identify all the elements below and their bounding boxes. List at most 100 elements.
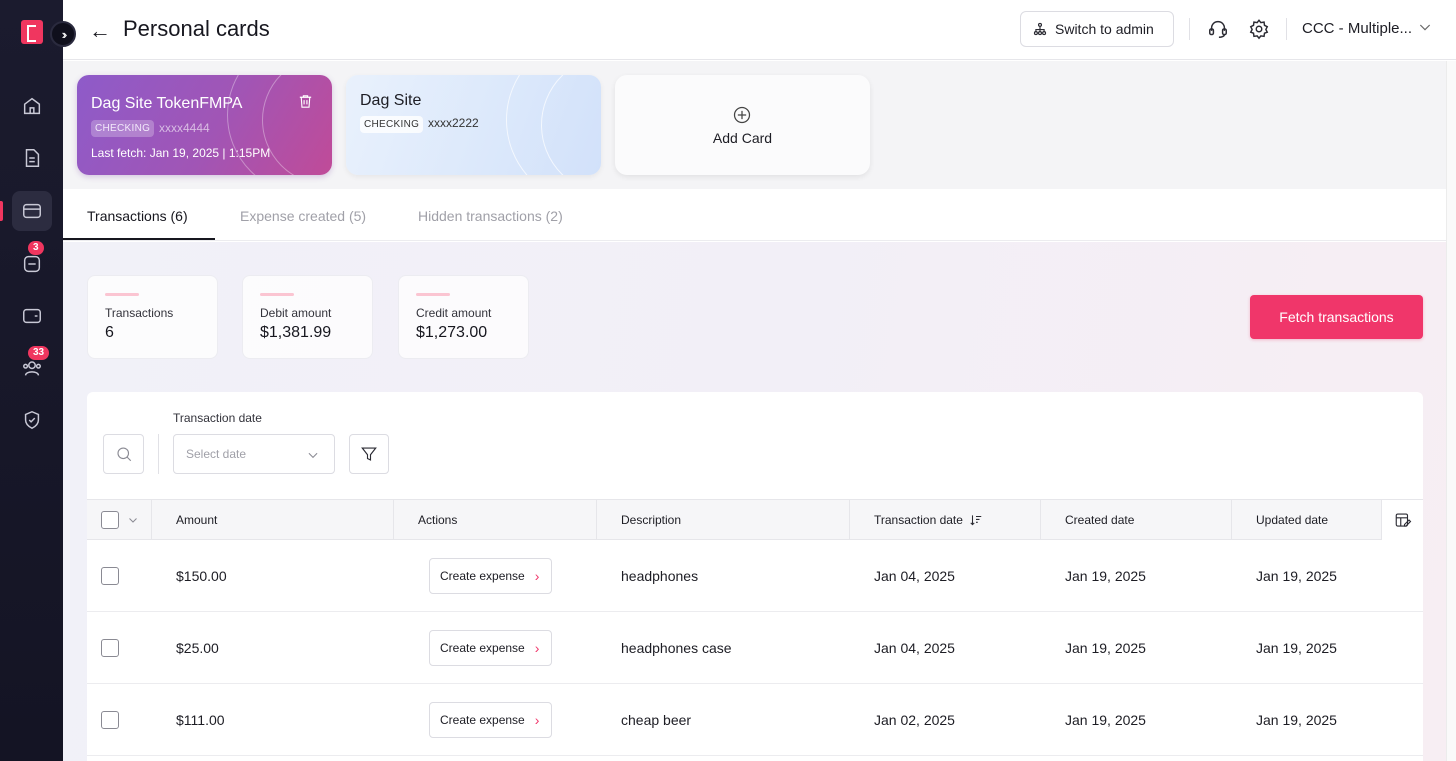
delete-card-button[interactable] (297, 93, 314, 115)
card-decoration (506, 75, 601, 175)
switch-to-admin-button[interactable]: Switch to admin (1020, 11, 1174, 47)
trash-icon (299, 95, 312, 108)
sidebar-item-cards[interactable] (12, 191, 52, 231)
chevron-down-icon (308, 452, 318, 459)
search-icon (116, 447, 131, 462)
sidebar-item-documents[interactable] (12, 244, 52, 284)
created-date-cell: Jan 19, 2025 (1065, 711, 1146, 728)
select-all-checkbox[interactable] (101, 511, 119, 529)
funnel-icon (361, 447, 377, 461)
actions-cell: Create expense › (429, 612, 553, 683)
column-label: Transaction date (874, 513, 963, 527)
app-logo[interactable] (21, 20, 43, 44)
chevron-down-icon[interactable] (1417, 19, 1433, 35)
stat-accent-bar (105, 293, 139, 296)
stat-debit-amount: Debit amount $1,381.99 (242, 275, 373, 359)
sidebar: 3 33 (0, 0, 63, 761)
row-checkbox[interactable] (101, 566, 119, 585)
card-name: Dag Site (360, 92, 422, 109)
updated-date-cell: Jan 19, 2025 (1256, 711, 1337, 728)
wallet-icon (23, 308, 41, 324)
sidebar-item-home[interactable] (12, 86, 52, 126)
create-expense-button[interactable]: Create expense › (429, 557, 553, 594)
sidebar-expand-button[interactable]: ›› (50, 21, 76, 47)
scrollbar-thumb[interactable] (1448, 63, 1455, 363)
stat-label: Transactions (105, 306, 174, 320)
stat-credit-amount: Credit amount $1,273.00 (398, 275, 529, 359)
create-expense-button[interactable]: Create expense › (429, 629, 553, 666)
fetch-transactions-button[interactable]: Fetch transactions (1250, 295, 1423, 339)
transaction-tabs: Transactions (6) Expense created (5) Hid… (63, 189, 1456, 241)
page-scrollbar[interactable] (1446, 61, 1456, 761)
cards-carousel: Dag Site TokenFMPA CHECKING xxxx4444 Las… (63, 61, 1456, 189)
transaction-date-cell: Jan 02, 2025 (874, 711, 955, 728)
add-card-button[interactable]: Add Card (615, 75, 870, 175)
table-header: Amount Actions Description Transaction d… (87, 499, 1423, 540)
page-title: Personal cards (123, 16, 270, 41)
sort-descending-icon[interactable] (969, 513, 983, 527)
card-decoration (227, 75, 332, 175)
stat-accent-bar (260, 293, 294, 296)
row-checkbox[interactable] (101, 710, 119, 729)
stat-value: 6 (105, 324, 114, 341)
create-expense-button[interactable]: Create expense › (429, 701, 553, 738)
column-header-description[interactable]: Description (597, 500, 850, 540)
column-settings-button[interactable] (1381, 500, 1423, 540)
created-date-cell: Jan 19, 2025 (1065, 639, 1146, 656)
tab-expense-created[interactable]: Expense created (5) (240, 208, 367, 224)
back-arrow-icon[interactable]: ← (89, 18, 111, 43)
row-checkbox[interactable] (101, 638, 119, 657)
description-cell: headphones case (621, 639, 732, 656)
select-all-column (87, 500, 152, 540)
table-edit-icon (1395, 513, 1411, 527)
column-header-created-date[interactable]: Created date (1041, 500, 1232, 540)
description-cell: headphones (621, 567, 699, 584)
table-row: $111.00 Create expense › cheap beer Jan … (87, 684, 1423, 756)
users-icon (23, 361, 41, 376)
add-card-label: Add Card (712, 130, 773, 146)
people-badge: 33 (28, 346, 50, 360)
tab-hidden-transactions[interactable]: Hidden transactions (2) (418, 208, 563, 224)
actions-cell: Create expense › (429, 684, 553, 755)
card-tile[interactable]: Dag Site TokenFMPA CHECKING xxxx4444 Las… (77, 75, 332, 175)
tab-transactions[interactable]: Transactions (6) (87, 208, 188, 224)
stat-label: Debit amount (260, 306, 332, 320)
header-divider (1189, 18, 1190, 40)
double-chevron-right-icon: ›› (61, 26, 67, 42)
settings-button[interactable] (1247, 17, 1271, 41)
card-type-tag: CHECKING (91, 120, 155, 137)
sidebar-item-reports[interactable] (12, 138, 52, 178)
plus-circle-icon (732, 105, 752, 130)
amount-cell: $150.00 (176, 567, 227, 584)
sidebar-item-wallet[interactable] (12, 296, 52, 336)
card-name: Dag Site TokenFMPA (91, 95, 243, 112)
filter-divider (158, 434, 159, 474)
chevron-right-icon: › (534, 711, 540, 728)
shield-icon (24, 410, 40, 430)
active-nav-marker (0, 201, 3, 221)
org-chart-icon (1033, 22, 1047, 36)
search-button[interactable] (103, 434, 144, 474)
transaction-date-select[interactable]: Select date (173, 434, 335, 474)
sidebar-item-people[interactable] (12, 348, 52, 388)
transaction-date-label: Transaction date (173, 411, 262, 425)
stat-value: $1,273.00 (416, 324, 488, 341)
company-selector[interactable]: CCC - Multiple... (1302, 20, 1413, 37)
column-header-transaction-date[interactable]: Transaction date (850, 500, 1041, 540)
chevron-down-icon[interactable] (127, 514, 139, 526)
page-header: ← Personal cards Switch to admin CCC - M… (63, 0, 1456, 60)
card-type-tag: CHECKING (360, 116, 424, 133)
column-header-actions[interactable]: Actions (394, 500, 597, 540)
column-header-updated-date[interactable]: Updated date (1256, 513, 1329, 527)
support-button[interactable] (1206, 17, 1230, 41)
create-expense-label: Create expense (440, 640, 525, 655)
card-number: xxxx4444 (159, 121, 210, 135)
stat-accent-bar (416, 293, 450, 296)
filter-button[interactable] (349, 434, 389, 474)
sidebar-item-security[interactable] (12, 400, 52, 440)
column-header-amount[interactable]: Amount (152, 500, 394, 540)
card-decoration (541, 75, 601, 175)
card-tile[interactable]: Dag Site CHECKING xxxx2222 (346, 75, 601, 175)
create-expense-label: Create expense (440, 568, 525, 583)
create-expense-label: Create expense (440, 712, 525, 727)
